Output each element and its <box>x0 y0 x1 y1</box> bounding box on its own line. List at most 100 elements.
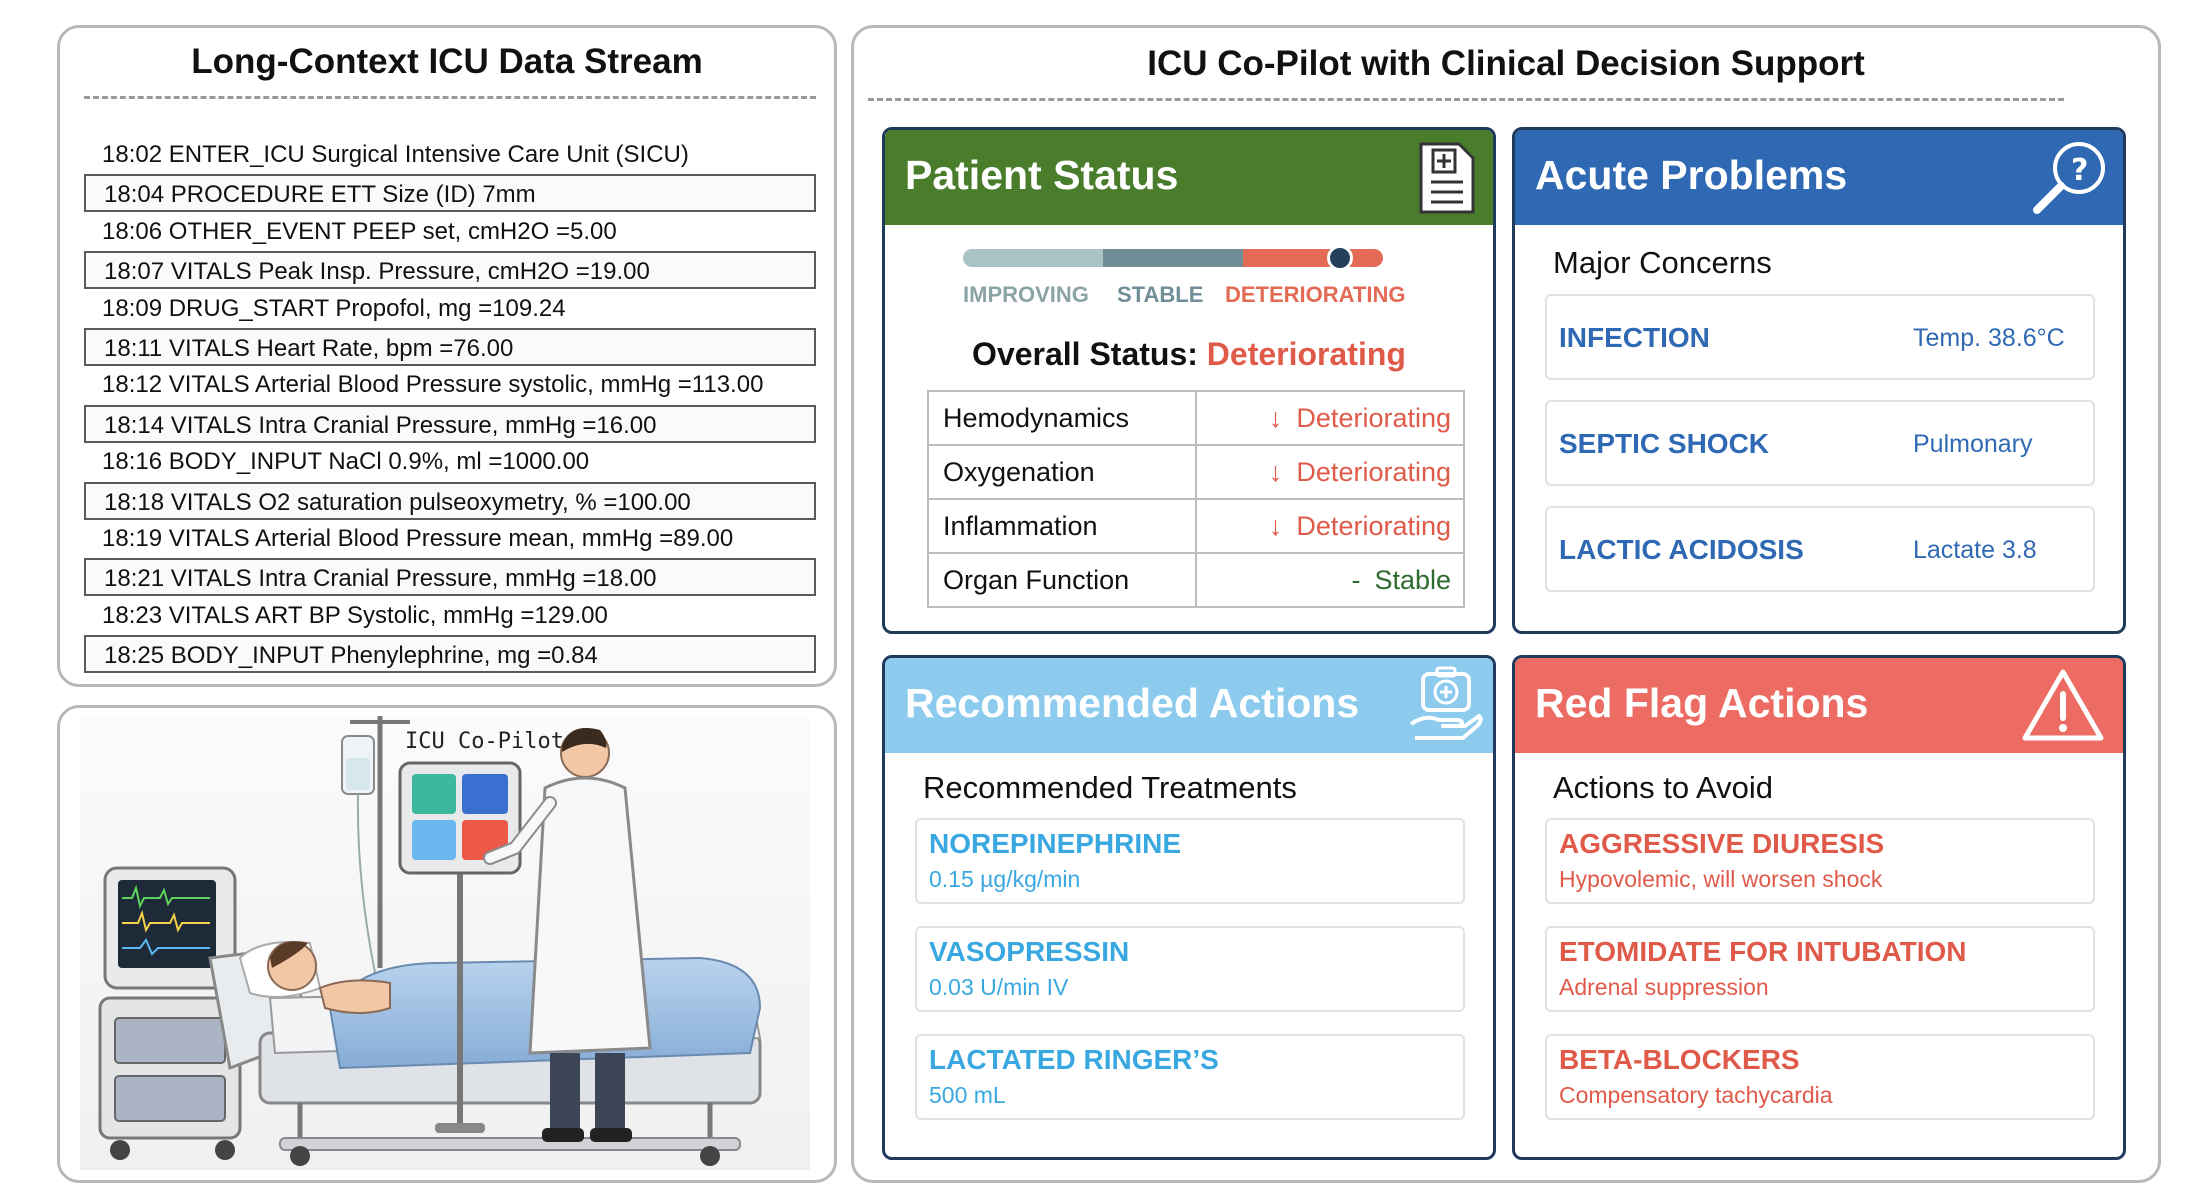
icu-illustration: ICU Co-Pilot <box>80 716 810 1170</box>
overall-status-value: Deteriorating <box>1206 336 1406 372</box>
data-stream-title: Long-Context ICU Data Stream <box>191 42 703 81</box>
stream-entry: 18:11 VITALS Heart Rate, bpm =76.00 <box>84 328 816 366</box>
stream-entry: 18:23 VITALS ART BP Systolic, mmHg =129.… <box>102 601 608 629</box>
acute-problems-panel: Acute Problems ? Major Concerns INFECTIO… <box>1512 127 2126 634</box>
acute-problems-header: Acute Problems ? <box>1515 130 2123 225</box>
avoid-card: ETOMIDATE FOR INTUBATION Adrenal suppress… <box>1545 926 2095 1012</box>
status-table: Hemodynamics ↓ Deteriorating Oxygenation ↓ De… <box>927 390 1465 608</box>
patient-status-header: Patient Status <box>885 130 1493 225</box>
stream-entry: 18:18 VITALS O2 saturation pulseoxymetry… <box>84 481 816 520</box>
trend-text: Deteriorating <box>1296 402 1451 433</box>
treatment-card-detail: 0.15 µg/kg/min <box>929 866 1081 892</box>
red-flag-actions-panel: Red Flag Actions Actions to Avoid AGGRES… <box>1512 655 2126 1160</box>
copilot-panel: ICU Co-Pilot with Clinical Decision Supp… <box>851 25 2161 1183</box>
status-system-name: Hemodynamics <box>927 390 1197 446</box>
copilot-tablet <box>398 761 522 1133</box>
avoid-card: AGGRESSIVE DIURESIS Hypovolemic, will wor… <box>1545 818 2095 904</box>
trend-text: Stable <box>1374 564 1451 595</box>
status-trend: ↓ Deteriorating <box>1195 390 1465 446</box>
status-system-name: Inflammation <box>927 498 1197 554</box>
red-flag-actions-header: Red Flag Actions <box>1515 658 2123 753</box>
scale-label-stable: STABLE <box>1117 282 1204 307</box>
stream-entry: 18:19 VITALS Arterial Blood Pressure mea… <box>102 525 734 552</box>
status-scale-bar <box>963 245 1383 271</box>
illustration-panel: ICU Co-Pilot <box>57 705 837 1183</box>
concern-card-detail: Temp. 38.6°C <box>1913 324 2065 352</box>
svg-text:?: ? <box>2071 153 2088 188</box>
trend-arrow-icon: ↓ <box>1268 402 1283 433</box>
vitals-monitor <box>98 866 242 1160</box>
warning-triangle-icon <box>2022 669 2104 741</box>
treatment-card: VASOPRESSIN 0.03 U/min IV <box>915 926 1465 1012</box>
concern-card-title: INFECTION <box>1559 322 1710 353</box>
status-row: Inflammation ↓ Deteriorating <box>927 498 1465 554</box>
status-row: Hemodynamics ↓ Deteriorating <box>927 390 1465 446</box>
red-flag-actions-title: Red Flag Actions <box>1535 680 1869 726</box>
status-trend: ↓ Deteriorating <box>1195 444 1465 500</box>
title-divider <box>868 98 2064 101</box>
copilot-title: ICU Co-Pilot with Clinical Decision Supp… <box>1147 44 1865 83</box>
recommended-actions-title: Recommended Actions <box>905 680 1360 726</box>
recommended-actions-subtitle: Recommended Treatments <box>923 770 1297 805</box>
concern-card-detail: Pulmonary <box>1913 430 2033 458</box>
concern-card-title: LACTIC ACIDOSIS <box>1559 534 1804 565</box>
recommended-actions-header: Recommended Actions <box>885 658 1493 753</box>
stream-entry: 18:16 BODY_INPUT NaCl 0.9%, ml =1000.00 <box>102 448 590 476</box>
stream-entry: 18:25 BODY_INPUT Phenylephrine, mg =0.84 <box>84 635 816 674</box>
concern-card: SEPTIC SHOCK Pulmonary <box>1545 400 2095 486</box>
status-row: Oxygenation ↓ Deteriorating <box>927 444 1465 500</box>
trend-arrow-icon: ↓ <box>1268 510 1283 541</box>
clipboard-plus-icon <box>1419 142 1475 214</box>
treatment-card: LACTATED RINGER’S 500 mL <box>915 1034 1465 1120</box>
trend-arrow-icon: ↓ <box>1268 456 1283 487</box>
trend-arrow-icon: - <box>1351 564 1361 595</box>
recommended-actions-panel: Recommended Actions Recommended Treatmen… <box>882 655 1496 1160</box>
stream-entry: 18:12 VITALS Arterial Blood Pressure sys… <box>102 371 764 399</box>
status-row: Organ Function - Stable <box>927 552 1465 608</box>
treatment-card-detail: 0.03 U/min IV <box>929 974 1069 1000</box>
stream-entry: 18:14 VITALS Intra Cranial Pressure, mmH… <box>84 404 816 443</box>
magnifier-question-icon: ? <box>2033 142 2105 214</box>
stream-entry: 18:21 VITALS Intra Cranial Pressure, mmH… <box>84 558 816 597</box>
avoid-card-detail: Adrenal suppression <box>1559 974 1769 1000</box>
stream-entry: 18:02 ENTER_ICU Surgical Intensive Care … <box>102 141 689 168</box>
tablet-label: ICU Co-Pilot <box>405 729 564 754</box>
avoid-card-title: AGGRESSIVE DIURESIS <box>1559 828 1885 859</box>
treatment-card-title: NOREPINEPHRINE <box>929 828 1182 859</box>
data-stream-panel: Long-Context ICU Data Stream 18:02 ENTER… <box>57 25 837 687</box>
patient-status-panel: Patient Status IMPROVING STABLE DETERIOR… <box>882 127 1496 634</box>
status-trend: ↓ Deteriorating <box>1195 498 1465 554</box>
status-system-name: Oxygenation <box>927 444 1197 500</box>
title-divider <box>84 96 816 99</box>
concern-card-detail: Lactate 3.8 <box>1913 536 2037 564</box>
avoid-card-detail: Compensatory tachycardia <box>1559 1082 1833 1108</box>
scale-label-deteriorating: DETERIORATING <box>1225 282 1406 307</box>
stream-entry: 18:04 PROCEDURE ETT Size (ID) 7mm <box>84 174 816 213</box>
avoid-card-title: BETA-BLOCKERS <box>1559 1044 1800 1075</box>
doctor-figure <box>483 728 652 1142</box>
avoid-card: BETA-BLOCKERS Compensatory tachycardia <box>1545 1034 2095 1120</box>
status-system-name: Organ Function <box>927 552 1197 608</box>
patient-status-title: Patient Status <box>905 152 1179 198</box>
acute-problems-subtitle: Major Concerns <box>1553 245 1772 280</box>
treatment-card-detail: 500 mL <box>929 1082 1006 1108</box>
concern-card: LACTIC ACIDOSIS Lactate 3.8 <box>1545 506 2095 592</box>
stream-entry: 18:06 OTHER_EVENT PEEP set, cmH2O =5.00 <box>102 217 617 245</box>
treatment-card-title: LACTATED RINGER’S <box>929 1044 1219 1075</box>
trend-text: Deteriorating <box>1296 510 1451 541</box>
avoid-card-detail: Hypovolemic, will worsen shock <box>1559 866 1883 892</box>
scale-label-improving: IMPROVING <box>963 282 1089 307</box>
stream-entry: 18:07 VITALS Peak Insp. Pressure, cmH2O … <box>84 251 816 290</box>
trend-text: Deteriorating <box>1296 456 1451 487</box>
avoid-card-title: ETOMIDATE FOR INTUBATION <box>1559 936 1967 967</box>
treatment-card: NOREPINEPHRINE 0.15 µg/kg/min <box>915 818 1465 904</box>
medkit-hand-icon <box>1409 666 1483 740</box>
status-trend: - Stable <box>1195 552 1465 608</box>
status-indicator <box>1327 245 1353 271</box>
acute-problems-title: Acute Problems <box>1535 152 1848 198</box>
treatment-card-title: VASOPRESSIN <box>929 936 1130 967</box>
concern-card-title: SEPTIC SHOCK <box>1559 428 1770 459</box>
concern-card: INFECTION Temp. 38.6°C <box>1545 294 2095 380</box>
red-flag-actions-subtitle: Actions to Avoid <box>1553 770 1774 805</box>
overall-status: Overall Status: Deteriorating <box>885 336 1493 373</box>
